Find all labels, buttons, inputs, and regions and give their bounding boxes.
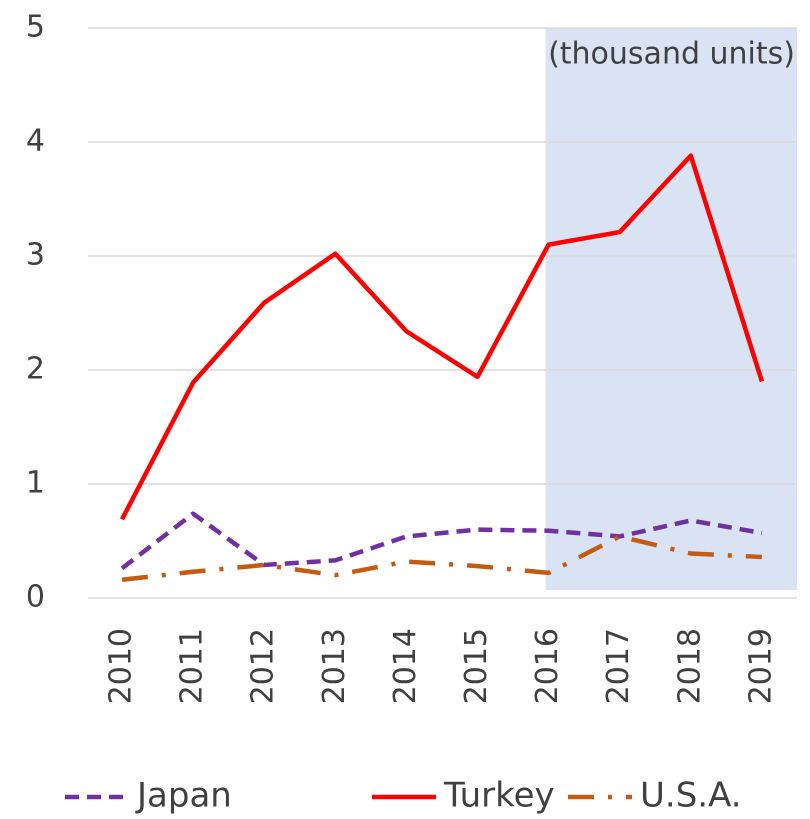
- x-tick-label: 2013: [317, 628, 352, 704]
- annotation: (thousand units): [548, 37, 795, 72]
- legend-label: Turkey: [443, 776, 555, 816]
- x-tick-label: 2011: [175, 628, 210, 704]
- legend-label: U.S.A.: [640, 776, 742, 816]
- legend-label: Japan: [135, 776, 232, 816]
- y-tick-label: 1: [26, 466, 45, 501]
- x-tick-label: 2018: [672, 628, 707, 704]
- y-tick-label: 5: [26, 10, 45, 45]
- series-line: [121, 534, 763, 582]
- y-tick-label: 0: [26, 580, 45, 615]
- x-tick-label: 2014: [388, 628, 423, 704]
- y-tick-label: 3: [26, 238, 45, 273]
- x-tick-label: 2019: [743, 628, 778, 704]
- x-tick-label: 2016: [530, 628, 565, 704]
- x-tick-label: 2015: [459, 628, 494, 704]
- shaded-region: [545, 28, 797, 590]
- y-tick-label: 4: [26, 124, 45, 159]
- series-line: [120, 511, 763, 571]
- series-line: [120, 153, 765, 521]
- x-tick-label: 2017: [601, 628, 636, 704]
- x-tick-label: 2012: [246, 628, 281, 704]
- y-tick-label: 2: [26, 352, 45, 387]
- x-tick-label: 2010: [104, 628, 139, 704]
